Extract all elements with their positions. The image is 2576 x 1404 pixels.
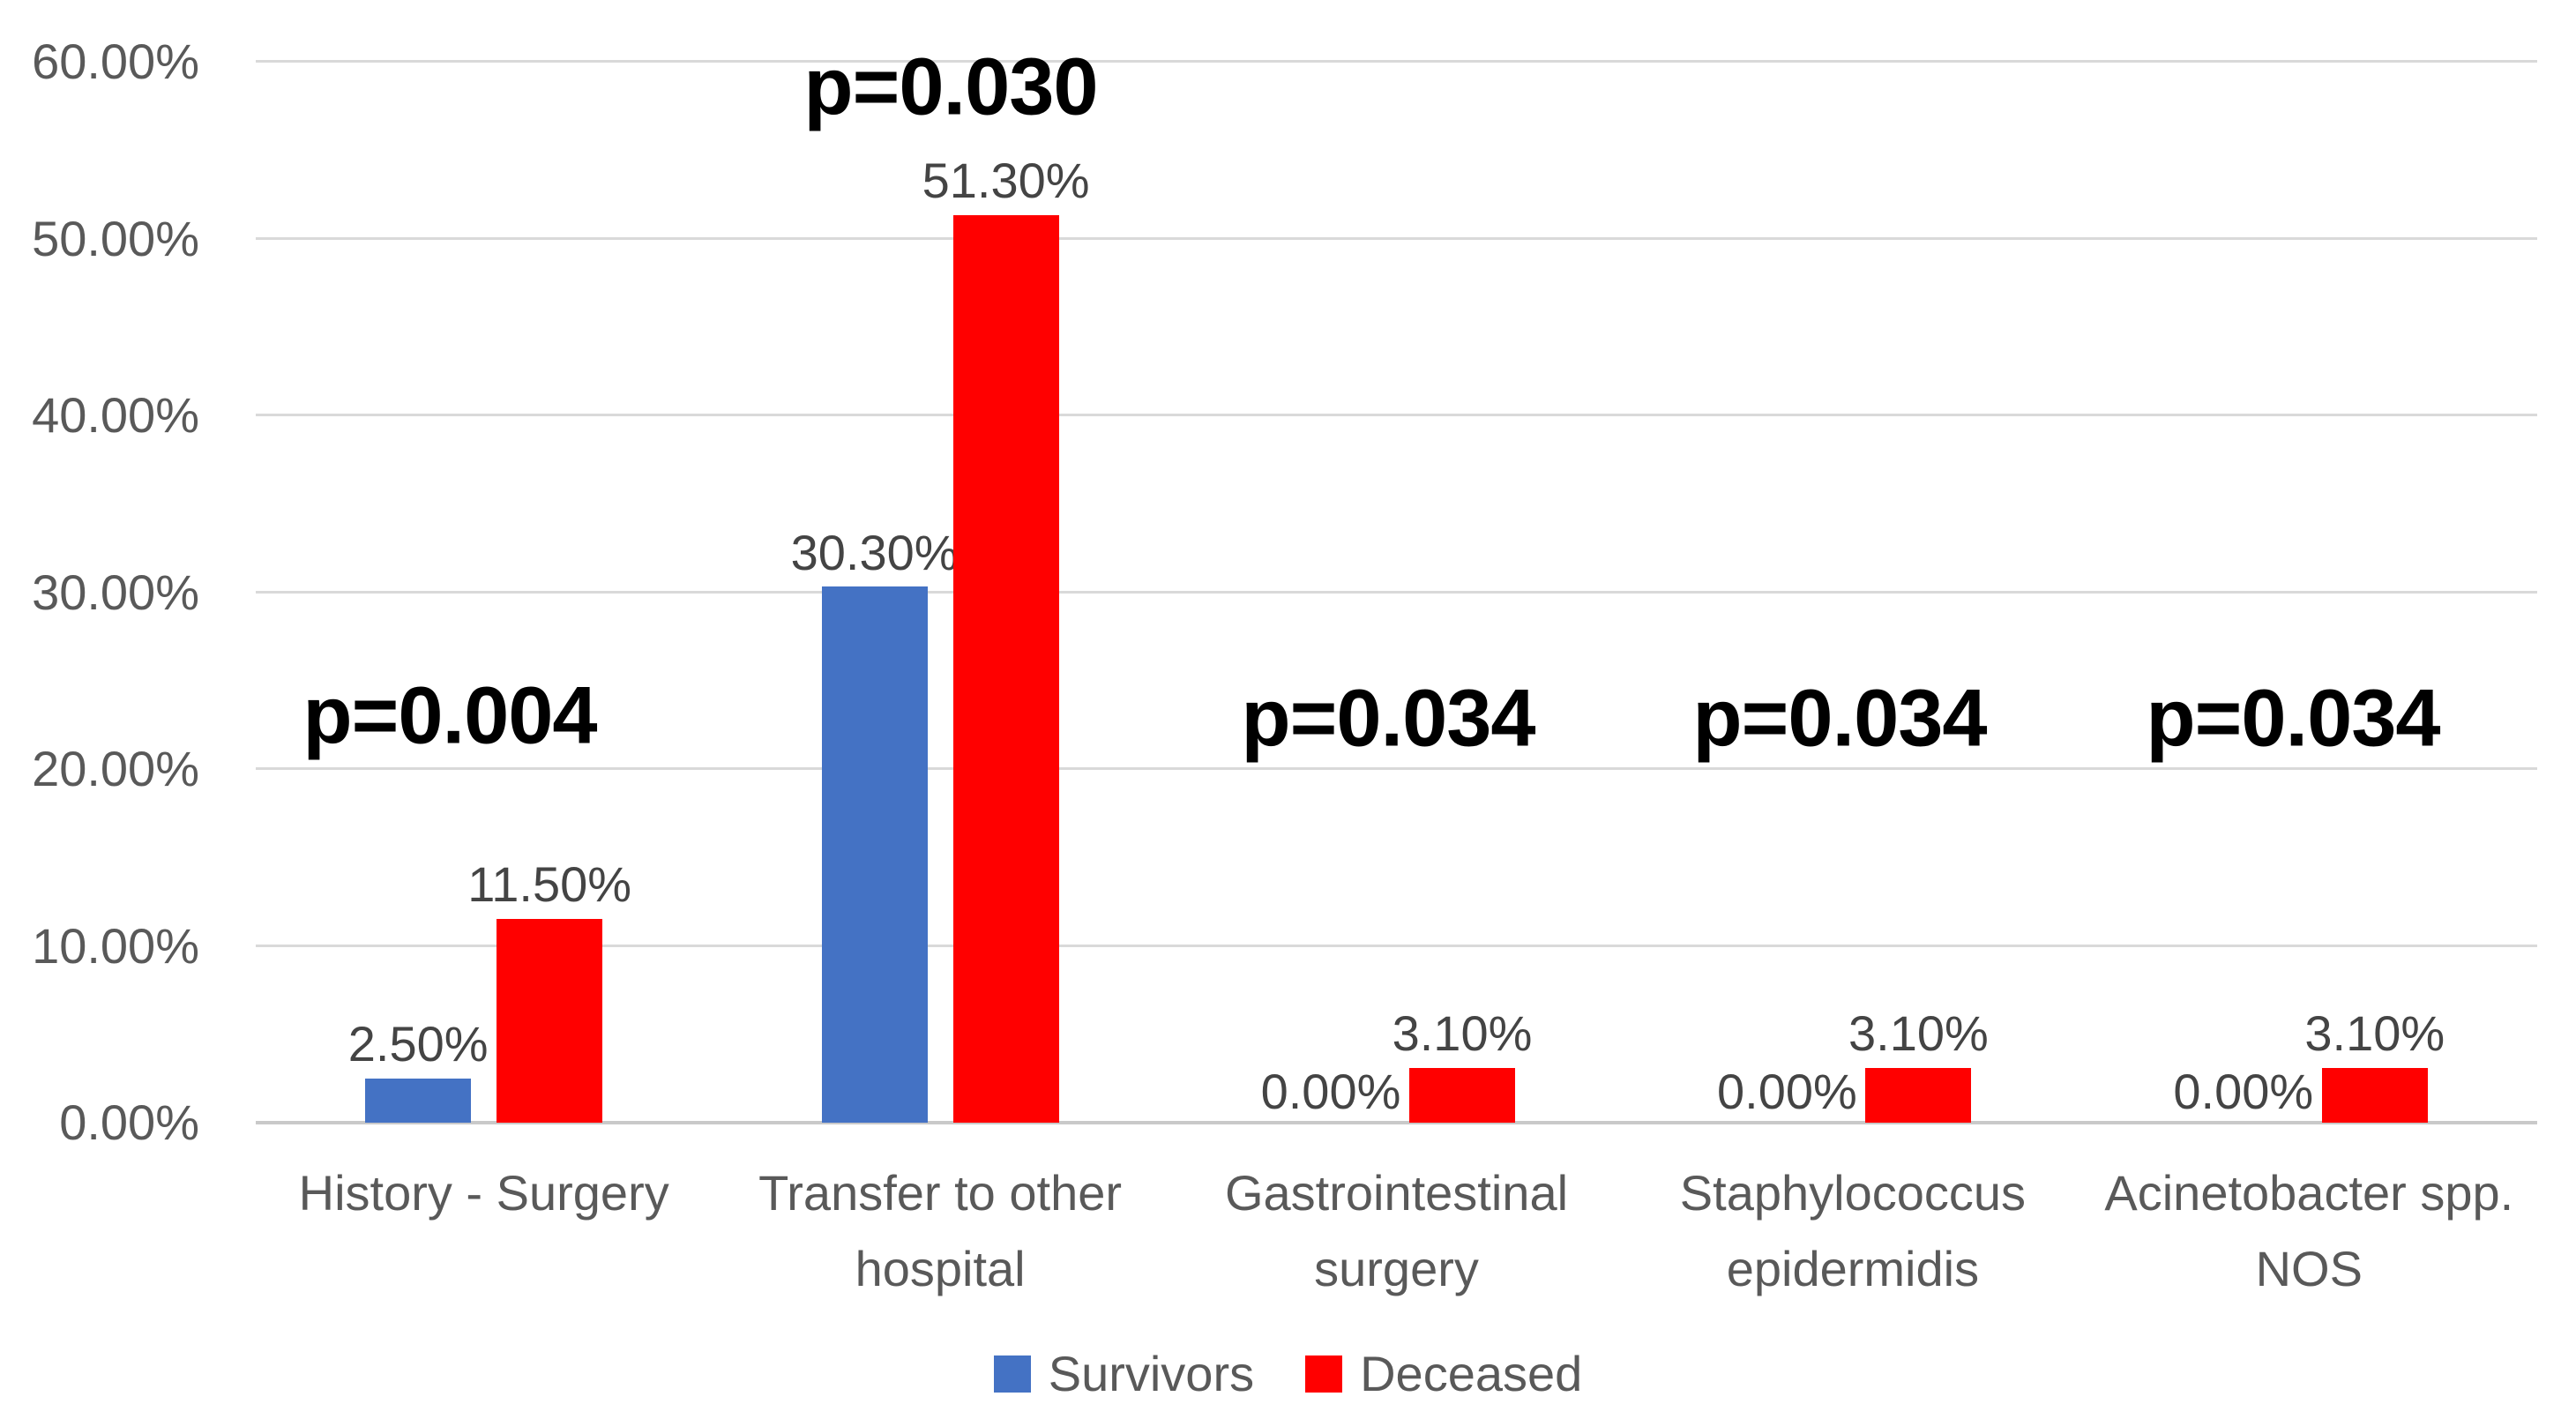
category-label: Acinetobacter spp. NOS — [2104, 1165, 2514, 1296]
gridline — [256, 236, 2537, 240]
legend-swatch-deceased — [1305, 1355, 1343, 1393]
bar-value-label: 0.00% — [1260, 1064, 1401, 1119]
bar-deceased — [952, 215, 1059, 1123]
legend: Survivors Deceased — [0, 1348, 2576, 1400]
p-value-label: p=0.034 — [2146, 673, 2440, 764]
bar-value-label: 30.30% — [790, 524, 959, 580]
category-label: History - Surgery — [298, 1165, 669, 1221]
bar-value-label: 0.00% — [2173, 1064, 2314, 1119]
y-axis-tick-label: 50.00% — [32, 210, 199, 266]
gridline — [256, 414, 2537, 416]
bar-deceased — [497, 919, 603, 1123]
bar-survivors — [821, 586, 928, 1123]
legend-swatch-survivors — [993, 1355, 1031, 1393]
bar-value-label: 0.00% — [1716, 1064, 1857, 1119]
y-axis-tick-label: 0.00% — [59, 1094, 199, 1150]
legend-label: Deceased — [1360, 1346, 1583, 1401]
bar-deceased — [1409, 1067, 1515, 1123]
gridline — [256, 60, 2537, 63]
p-value-label: p=0.034 — [1692, 673, 1987, 764]
bar-value-label: 3.10% — [1848, 1004, 1989, 1061]
gridline — [256, 767, 2537, 770]
bar-value-label: 11.50% — [467, 856, 632, 913]
y-axis-tick-label: 20.00% — [32, 741, 199, 796]
y-axis-tick-label: 10.00% — [32, 917, 199, 974]
category-label: Gastrointestinal surgery — [1224, 1165, 1569, 1296]
legend-label: Survivors — [1048, 1346, 1255, 1401]
bar-value-label: 3.10% — [1392, 1004, 1533, 1061]
category-label: Transfer to other hospital — [758, 1165, 1123, 1296]
legend-item-deceased: Deceased — [1305, 1348, 1582, 1400]
gridline — [256, 944, 2537, 947]
bar-value-label: 51.30% — [922, 153, 1090, 209]
bar-value-label: 2.50% — [347, 1015, 489, 1072]
p-value-label: p=0.030 — [803, 41, 1098, 132]
y-axis-tick-label: 30.00% — [32, 564, 199, 620]
y-axis-tick-label: 40.00% — [32, 387, 199, 443]
bar-deceased — [1865, 1067, 1972, 1123]
category-label: Staphylococcus epidermidis — [1679, 1165, 2026, 1296]
bar-survivors — [365, 1078, 472, 1123]
y-axis-tick-label: 60.00% — [32, 34, 199, 89]
p-value-label: p=0.004 — [302, 670, 597, 761]
p-value-label: p=0.034 — [1241, 673, 1535, 764]
legend-item-survivors: Survivors — [993, 1346, 1255, 1401]
x-axis-line — [256, 1121, 2537, 1124]
gridline — [256, 590, 2537, 594]
bar-deceased — [2321, 1067, 2428, 1123]
bar-value-label: 3.10% — [2304, 1004, 2445, 1061]
